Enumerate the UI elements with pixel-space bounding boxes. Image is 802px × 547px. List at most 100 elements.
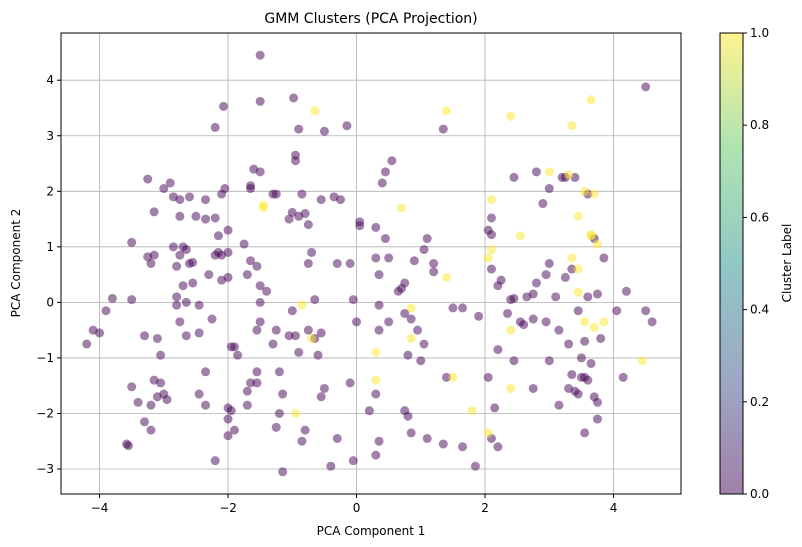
data-point-cluster-0 — [522, 292, 532, 302]
data-point-cluster-0 — [470, 461, 480, 471]
data-point-cluster-0 — [316, 195, 326, 205]
data-point-cluster-1 — [580, 186, 590, 196]
data-point-cluster-0 — [226, 342, 236, 352]
data-point-cluster-0 — [377, 178, 387, 188]
x-tick-label: −4 — [91, 501, 109, 515]
data-point-cluster-0 — [374, 270, 384, 280]
colorbar-tick-label: 1.0 — [750, 26, 769, 40]
data-point-cluster-1 — [573, 287, 583, 297]
data-point-cluster-0 — [583, 292, 593, 302]
colorbar-tick-label: 0.0 — [750, 487, 769, 501]
x-tick-label: 2 — [481, 501, 489, 515]
data-point-cluster-0 — [175, 317, 185, 327]
data-point-cluster-0 — [387, 156, 397, 166]
data-point-cluster-0 — [621, 286, 631, 296]
data-point-cluster-1 — [441, 272, 451, 282]
data-point-cluster-0 — [181, 245, 191, 255]
data-point-cluster-0 — [503, 308, 513, 318]
data-point-cluster-0 — [345, 259, 355, 268]
x-tick-label: 4 — [610, 501, 618, 515]
data-point-cluster-0 — [159, 184, 169, 194]
data-point-cluster-0 — [406, 314, 416, 324]
y-tick-label: 4 — [46, 73, 54, 87]
data-point-cluster-0 — [371, 450, 381, 460]
data-point-cluster-0 — [297, 436, 307, 446]
data-point-cluster-0 — [374, 325, 384, 335]
data-point-cluster-0 — [271, 189, 281, 199]
data-point-cluster-1 — [506, 325, 516, 335]
data-point-cluster-1 — [441, 106, 451, 116]
data-point-cluster-1 — [483, 428, 493, 438]
data-point-cluster-0 — [422, 234, 432, 244]
data-point-cluster-0 — [255, 167, 265, 177]
data-point-cluster-0 — [252, 367, 262, 377]
data-point-cluster-0 — [172, 292, 182, 302]
data-point-cluster-0 — [307, 247, 317, 257]
data-point-cluster-1 — [371, 347, 381, 357]
data-point-cluster-0 — [289, 93, 299, 103]
data-point-cluster-0 — [519, 320, 529, 330]
data-point-cluster-0 — [223, 247, 233, 257]
data-point-cluster-0 — [332, 259, 342, 268]
data-point-cluster-0 — [474, 311, 484, 321]
data-point-cluster-0 — [528, 383, 538, 393]
data-point-cluster-0 — [255, 281, 265, 291]
colorbar: 0.0 0.2 0.4 0.6 0.8 1.0 Cluster Label — [719, 26, 794, 501]
data-point-cluster-0 — [441, 372, 451, 382]
data-point-cluster-0 — [641, 306, 651, 316]
data-point-cluster-0 — [393, 286, 403, 296]
data-point-cluster-1 — [637, 356, 647, 366]
data-point-cluster-0 — [246, 256, 256, 266]
data-point-cluster-0 — [567, 264, 577, 274]
data-point-cluster-0 — [204, 270, 214, 280]
data-point-cluster-0 — [201, 195, 211, 205]
data-point-cluster-0 — [271, 422, 281, 432]
data-point-cluster-0 — [300, 209, 310, 219]
y-tick-label: 1 — [46, 240, 54, 254]
data-point-cluster-0 — [194, 389, 204, 399]
data-point-cluster-0 — [168, 242, 178, 252]
data-point-cluster-0 — [380, 234, 390, 244]
data-point-cluster-0 — [554, 325, 564, 335]
data-point-cluster-0 — [458, 303, 468, 313]
data-point-cluster-0 — [384, 253, 394, 263]
data-point-cluster-0 — [429, 259, 439, 268]
data-point-cluster-0 — [612, 306, 622, 316]
data-point-cluster-0 — [146, 400, 156, 410]
y-axis-label: PCA Component 2 — [9, 209, 23, 318]
data-point-cluster-0 — [278, 467, 288, 477]
data-point-cluster-0 — [287, 306, 297, 316]
data-point-cluster-0 — [255, 317, 265, 327]
data-point-cluster-0 — [483, 372, 493, 382]
data-point-cluster-0 — [348, 295, 358, 305]
data-point-cluster-0 — [188, 278, 198, 288]
data-point-cluster-0 — [219, 101, 229, 111]
data-point-cluster-1 — [567, 253, 577, 263]
data-point-cluster-0 — [300, 425, 310, 435]
data-point-cluster-1 — [486, 195, 496, 205]
data-point-cluster-1 — [599, 317, 609, 327]
data-point-cluster-0 — [294, 124, 304, 134]
data-point-cluster-0 — [573, 306, 583, 316]
data-point-cluster-0 — [229, 425, 239, 435]
data-point-cluster-1 — [506, 111, 516, 121]
data-point-cluster-0 — [599, 253, 609, 263]
data-point-cluster-0 — [184, 192, 194, 202]
data-point-cluster-1 — [573, 264, 583, 274]
data-point-cluster-0 — [210, 456, 220, 466]
y-tick-label: 0 — [46, 295, 54, 309]
data-point-cluster-0 — [127, 382, 137, 392]
data-point-cluster-0 — [567, 370, 577, 380]
data-point-cluster-0 — [438, 439, 448, 449]
data-point-cluster-1 — [573, 211, 583, 221]
data-point-cluster-0 — [509, 356, 519, 366]
colorbar-tick-label: 0.2 — [750, 395, 769, 409]
data-point-cluster-1 — [448, 372, 458, 382]
data-point-cluster-0 — [101, 306, 111, 316]
data-point-cluster-0 — [303, 259, 313, 268]
data-point-cluster-0 — [239, 239, 249, 249]
data-point-cluster-0 — [172, 300, 182, 310]
colorbar-tick-label: 0.4 — [750, 303, 769, 317]
data-point-cluster-0 — [493, 442, 503, 452]
data-point-cluster-0 — [531, 278, 541, 288]
